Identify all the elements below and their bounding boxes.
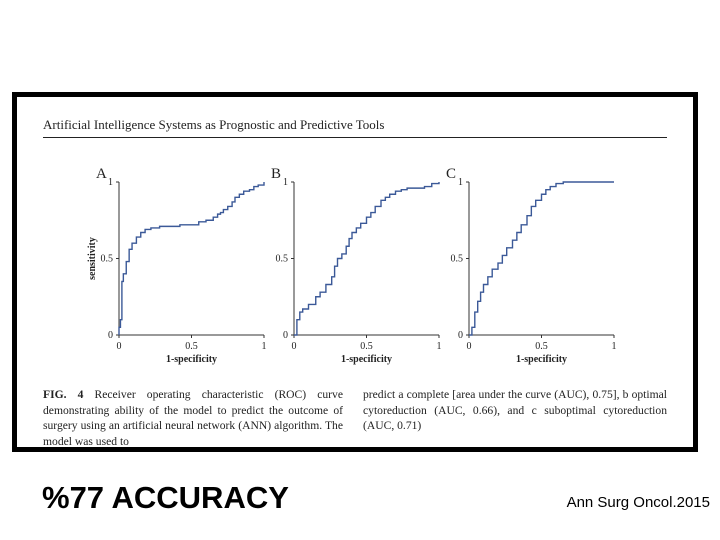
y-tick-label: 1 xyxy=(108,177,113,188)
roc-curve-line xyxy=(118,182,265,335)
x-tick-label: 0 xyxy=(292,341,297,352)
panel-label: A xyxy=(96,166,107,182)
y-tick-label: 0.5 xyxy=(101,254,114,265)
citation: Ann Surg Oncol.2015 xyxy=(566,494,710,511)
x-axis-label: 1-specificity xyxy=(166,354,217,365)
y-tick-label: 0 xyxy=(108,330,113,341)
x-tick-label: 0 xyxy=(117,341,122,352)
panel-label: C xyxy=(446,166,456,182)
x-axis-label: 1-specificity xyxy=(516,354,567,365)
x-tick-label: 1 xyxy=(437,341,442,352)
roc-charts: A 0 0.5 1 0 0.5 1 1-specificity sensitivity B 0 0.5… xyxy=(87,166,617,365)
paper-running-header: Artificial Intelligence Systems as Progn… xyxy=(43,117,385,132)
y-tick-label: 0 xyxy=(458,330,463,341)
figure-caption-left: FIG. 4 Receiver operating characteristic… xyxy=(43,387,343,449)
x-tick-label: 1 xyxy=(612,341,617,352)
roc-curve-line xyxy=(469,181,614,336)
figure-caption-text-left: Receiver operating characteristic (ROC) … xyxy=(43,388,343,448)
figure-caption-right: predict a complete [area under the curve… xyxy=(363,388,667,432)
y-tick-label: 1 xyxy=(458,177,463,188)
y-tick-label: 0 xyxy=(283,330,288,341)
y-tick-label: 0.5 xyxy=(276,254,289,265)
figure-image: Artificial Intelligence Systems as Progn… xyxy=(12,92,698,452)
y-tick-label: 0.5 xyxy=(451,254,464,265)
panel-label: B xyxy=(271,166,281,182)
accuracy-headline: %77 ACCURACY xyxy=(42,480,289,515)
x-tick-label: 0.5 xyxy=(360,341,373,352)
x-tick-label: 1 xyxy=(262,341,267,352)
roc-curve-line xyxy=(294,182,440,336)
x-axis-label: 1-specificity xyxy=(341,354,392,365)
x-tick-label: 0.5 xyxy=(185,341,198,352)
y-tick-label: 1 xyxy=(283,177,288,188)
x-tick-label: 0.5 xyxy=(535,341,548,352)
header-rule xyxy=(43,137,667,138)
y-axis-label: sensitivity xyxy=(87,237,98,280)
figure-caption-label: FIG. 4 xyxy=(43,388,84,401)
x-tick-label: 0 xyxy=(467,341,472,352)
